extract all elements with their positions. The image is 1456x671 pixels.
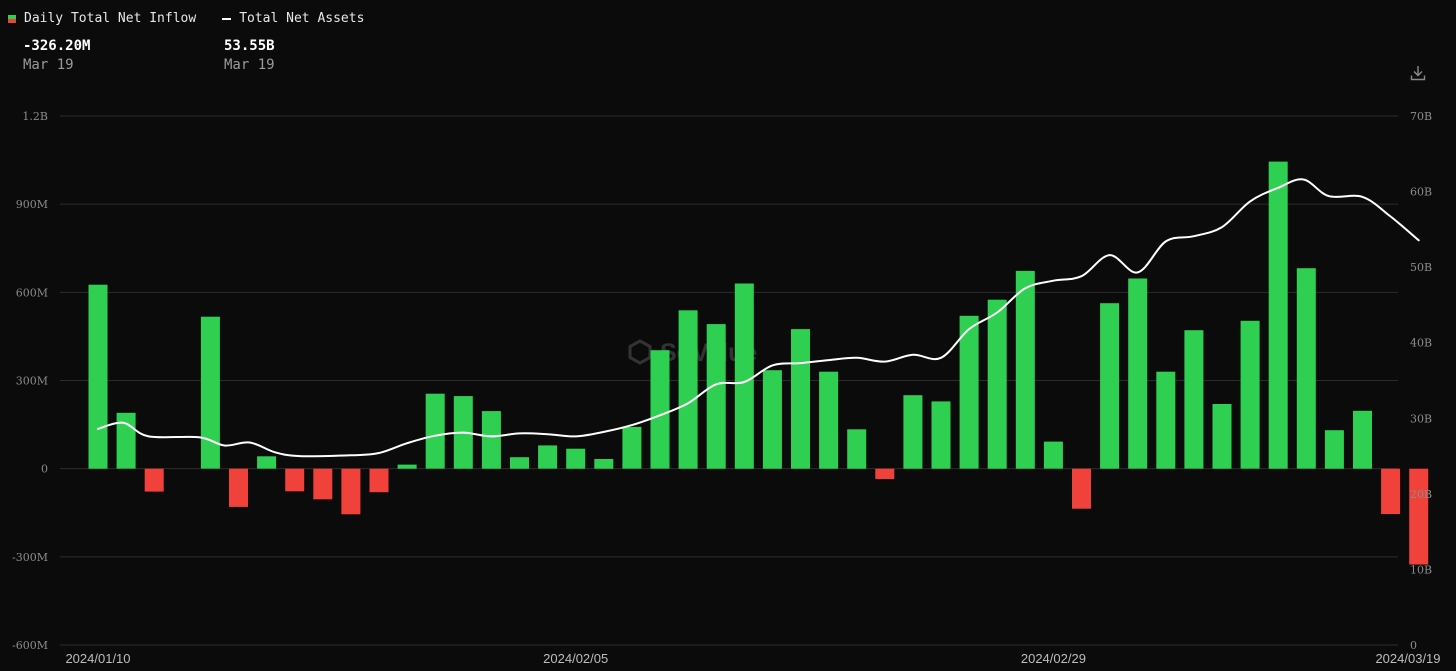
inflow-bar: [847, 429, 867, 469]
assets-readout: 53.55B Mar 19: [224, 38, 275, 73]
left-axis-tick-label: 1.2B: [22, 110, 48, 123]
inflow-swatch: [8, 14, 16, 23]
left-axis-tick-label: -600M: [12, 639, 48, 652]
inflow-bar: [88, 284, 108, 469]
inflow-bars: [88, 161, 1429, 565]
x-axis-ticks: 2024/01/10 2024/02/05 2024/02/29 2024/03/19: [65, 651, 1440, 666]
inflow-bar: [1184, 330, 1204, 469]
inflow-bar: [1409, 468, 1429, 565]
watermark-logo-icon: [628, 339, 652, 365]
inflow-readout-value: -326.20M: [23, 38, 91, 54]
left-axis-tick-label: 0: [41, 463, 48, 476]
inflow-bar: [397, 464, 417, 469]
inflow-bar: [622, 426, 642, 469]
x-axis-tick-label: 2024/02/29: [1021, 651, 1086, 666]
right-axis-tick-label: 60B: [1410, 186, 1432, 199]
inflow-bar: [987, 299, 1007, 469]
inflow-bar: [510, 457, 529, 469]
left-axis-tick-label: 900M: [16, 198, 48, 211]
right-axis-tick-label: 0: [1410, 639, 1417, 652]
inflow-bar: [1015, 270, 1035, 469]
inflow-bar: [734, 283, 754, 469]
left-axis-tick-label: -300M: [12, 551, 48, 564]
inflow-bar: [706, 324, 726, 469]
inflow-bar: [369, 468, 389, 493]
inflow-bar: [1324, 430, 1344, 469]
inflow-bar: [678, 310, 698, 469]
legend-inflow-label: Daily Total Net Inflow: [24, 11, 197, 26]
right-axis-ticks: 70B 60B 50B 40B 30B 20B 10B 0: [1410, 110, 1432, 652]
x-axis-tick-label: 2024/01/10: [65, 651, 130, 666]
total-net-assets-line: [97, 178, 1420, 458]
inflow-bar: [650, 350, 670, 469]
inflow-bar: [229, 468, 248, 507]
legend-item-assets[interactable]: Total Net Assets: [222, 11, 364, 26]
inflow-bar: [285, 468, 305, 492]
left-axis-tick-label: 600M: [16, 286, 48, 299]
download-icon[interactable]: [1409, 64, 1427, 82]
inflow-bar: [931, 401, 951, 469]
inflow-bar: [257, 456, 277, 469]
left-axis-tick-label: 300M: [16, 375, 48, 388]
right-axis-tick-label: 70B: [1410, 110, 1432, 123]
inflow-bar: [1043, 441, 1063, 469]
inflow-bar: [144, 468, 164, 492]
inflow-bar: [959, 315, 979, 469]
x-axis-tick-label: 2024/03/19: [1375, 651, 1440, 666]
inflow-bar: [762, 370, 782, 469]
right-axis-tick-label: 10B: [1410, 563, 1432, 576]
inflow-bar: [200, 316, 220, 469]
inflow-bar: [538, 445, 558, 469]
inflow-bar: [1100, 303, 1120, 469]
inflow-bar: [1128, 278, 1148, 469]
inflow-bar: [1072, 468, 1091, 509]
inflow-bar: [116, 412, 136, 469]
inflow-bar: [1268, 161, 1288, 469]
inflow-bar: [313, 468, 333, 500]
left-axis-ticks: 1.2B 900M 600M 300M 0 -300M -600M: [12, 110, 48, 652]
inflow-bar: [341, 468, 361, 515]
inflow-readout-date: Mar 19: [23, 57, 74, 73]
assets-readout-date: Mar 19: [224, 57, 275, 73]
assets-readout-value: 53.55B: [224, 38, 275, 54]
inflow-bar: [903, 395, 923, 469]
chart-legend: Daily Total Net Inflow Total Net Assets: [8, 11, 364, 26]
inflow-bar: [1296, 268, 1316, 469]
inflow-bar: [819, 371, 839, 469]
inflow-bar: [1156, 371, 1176, 469]
legend-assets-label: Total Net Assets: [239, 11, 365, 26]
inflow-bar: [594, 459, 614, 469]
inflow-bar: [791, 329, 810, 469]
right-axis-tick-label: 40B: [1410, 337, 1432, 350]
assets-swatch: [222, 17, 232, 20]
inflow-bar: [425, 393, 445, 469]
inflow-bar: [566, 448, 586, 469]
legend-item-inflow[interactable]: Daily Total Net Inflow: [8, 11, 196, 26]
right-axis-tick-label: 20B: [1410, 488, 1432, 501]
right-axis-tick-label: 30B: [1410, 412, 1432, 425]
inflow-bar: [1353, 410, 1372, 469]
inflow-bar: [481, 411, 501, 469]
inflow-readout: -326.20M Mar 19: [23, 38, 90, 73]
inflow-bar: [1240, 320, 1260, 469]
inflow-bar: [875, 468, 895, 479]
inflow-bar: [1381, 468, 1401, 514]
x-axis-tick-label: 2024/02/05: [543, 651, 608, 666]
inflow-bar: [1212, 404, 1232, 469]
right-axis-tick-label: 50B: [1410, 261, 1432, 274]
